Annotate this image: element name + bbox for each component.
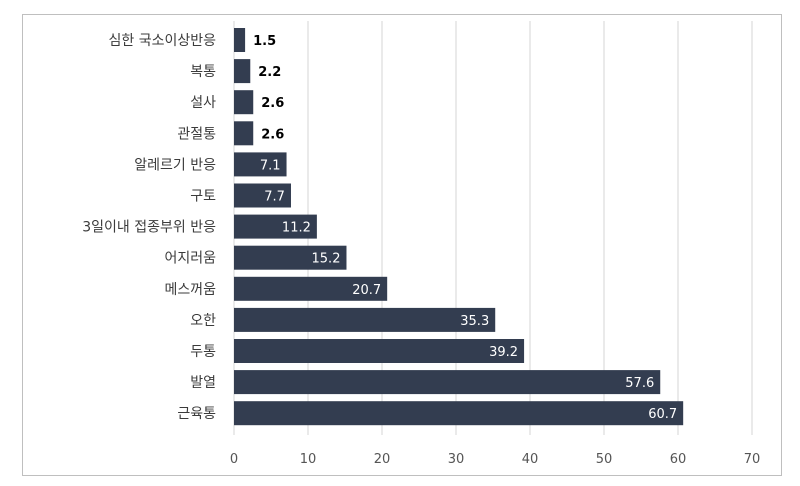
- data-label: 7.1: [260, 158, 281, 173]
- category-label: 어지러움: [164, 251, 216, 267]
- bar: [234, 339, 525, 363]
- bar: [234, 307, 496, 332]
- category-label: 심한 국소이상반응: [109, 33, 217, 49]
- x-axis-ticks: 0 10 20 30 40 50 60 70: [230, 452, 760, 467]
- data-label: 35.3: [460, 314, 489, 329]
- data-label: 11.2: [282, 221, 311, 236]
- data-label: 39.2: [489, 345, 518, 360]
- bar-chart: 1.5 2.2 2.6 2.6 7.1 7.7 11.2 15.2 20.7 35.3 39.2 57…: [82, 21, 760, 467]
- bar: [234, 245, 347, 270]
- category-label: 메스꺼움: [164, 282, 216, 298]
- x-tick-label: 30: [448, 452, 465, 467]
- chart-frame: 1.5 2.2 2.6 2.6 7.1 7.7 11.2 15.2 20.7 35.3 39.2 57…: [22, 14, 782, 476]
- category-label: 근육통: [177, 406, 216, 422]
- category-label: 두통: [190, 344, 216, 360]
- x-tick-label: 10: [300, 452, 317, 467]
- x-tick-label: 70: [744, 452, 761, 467]
- bar: [234, 183, 291, 208]
- x-tick-label: 20: [374, 452, 391, 467]
- data-label: 1.5: [253, 34, 276, 49]
- bar: [234, 214, 317, 239]
- bar: [234, 28, 246, 52]
- data-label: 2.6: [261, 96, 284, 111]
- category-label: 구토: [190, 189, 216, 205]
- category-label: 3일이내 접종부위 반응: [82, 220, 216, 236]
- bar: [234, 59, 251, 84]
- category-label: 복통: [190, 64, 216, 80]
- bar: [234, 276, 388, 301]
- gridlines: [233, 21, 753, 435]
- category-label: 관절통: [177, 126, 216, 142]
- bar: [234, 401, 684, 426]
- data-label: 60.7: [648, 407, 677, 422]
- data-label: 57.6: [625, 376, 654, 391]
- category-label: 오한: [190, 313, 216, 329]
- category-label: 알레르기 반응: [134, 157, 216, 173]
- data-label: 20.7: [352, 283, 381, 298]
- bar: [234, 370, 661, 395]
- data-label: 7.7: [264, 190, 285, 205]
- data-label: 2.2: [258, 65, 281, 80]
- category-label: 발열: [190, 375, 216, 391]
- bar: [234, 121, 254, 146]
- x-tick-label: 60: [670, 452, 687, 467]
- bar: [234, 90, 254, 115]
- bars: 1.5 2.2 2.6 2.6 7.1 7.7 11.2 15.2 20.7 35.3 39.2 57…: [234, 28, 684, 426]
- x-tick-label: 40: [522, 452, 539, 467]
- x-tick-label: 50: [596, 452, 613, 467]
- category-label: 설사: [190, 95, 216, 111]
- bar: [234, 152, 287, 177]
- x-tick-label: 0: [230, 452, 238, 467]
- data-label: 2.6: [261, 127, 284, 142]
- data-label: 15.2: [312, 252, 341, 267]
